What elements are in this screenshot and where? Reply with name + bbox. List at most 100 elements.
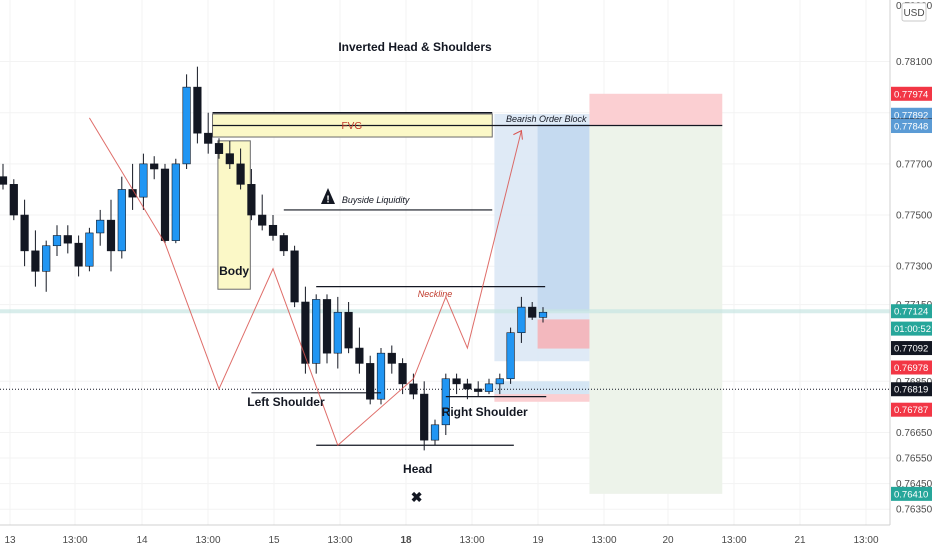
- candle-up: [484, 383, 494, 392]
- price-tags-layer: 0.779740.778920.778500.778480.7712401:00…: [891, 86, 932, 501]
- price-tag-label: 01:00:52: [894, 324, 931, 335]
- candle-up: [52, 235, 62, 247]
- x-tick-label: 21: [794, 535, 806, 546]
- candle-down: [398, 363, 407, 385]
- price-tag: [891, 304, 932, 319]
- fvg-label: FVG: [342, 121, 363, 132]
- candle-down: [20, 214, 29, 252]
- candle-down: [452, 378, 461, 385]
- candle-down: [279, 235, 288, 252]
- candle-down: [236, 163, 245, 185]
- price-tag: [891, 321, 932, 336]
- candle-up: [495, 378, 504, 385]
- candle-down: [160, 168, 170, 241]
- stop-strip-zone: [494, 394, 590, 402]
- candle-up: [117, 189, 126, 252]
- projection-arrowhead: [513, 129, 523, 140]
- x-tick-label: 13:00: [853, 535, 878, 546]
- body-label: Body: [219, 264, 249, 278]
- grid-lines: [0, 0, 890, 525]
- candle-down: [301, 301, 310, 364]
- candle-down: [344, 311, 353, 349]
- candle-down: [225, 153, 234, 165]
- candle-up: [42, 245, 51, 272]
- stop-loss-zone: [589, 93, 723, 126]
- price-tag-label: 0.77092: [894, 344, 928, 355]
- candle-down: [74, 242, 83, 267]
- candle-up: [96, 219, 105, 234]
- x-tick-label: 13: [4, 535, 16, 546]
- candle-down: [290, 250, 299, 303]
- candle-down: [258, 214, 267, 226]
- candles-layer[interactable]: [0, 66, 548, 451]
- candle-up: [441, 378, 450, 426]
- y-tick-label: 0.76550: [896, 454, 932, 465]
- candle-down: [247, 184, 256, 216]
- x-tick-label: 13:00: [721, 535, 746, 546]
- price-tag-label: 0.77974: [894, 89, 928, 100]
- candle-down: [268, 224, 278, 236]
- candle-down: [420, 393, 429, 441]
- price-tag: [891, 107, 932, 122]
- candle-down: [366, 363, 375, 400]
- candle-down: [387, 352, 396, 364]
- candle-up: [517, 306, 526, 334]
- cross-icon: ✖: [411, 489, 423, 505]
- short-risk-zone: [537, 319, 590, 349]
- candle-down: [9, 184, 18, 216]
- y-tick-label: 0.76450: [896, 479, 932, 490]
- candle-down: [106, 219, 116, 252]
- x-tick-label: 13:00: [195, 535, 220, 546]
- price-tag: [891, 119, 932, 134]
- candle-down: [214, 143, 224, 154]
- y-tick-label: 0.77300: [896, 262, 932, 273]
- price-tag-label: 0.76978: [894, 363, 928, 374]
- price-tag-label: 0.77848: [894, 122, 928, 133]
- price-tag: [891, 341, 932, 356]
- candle-down: [204, 132, 213, 144]
- bearish-order-block-label: Bearish Order Block: [506, 114, 587, 124]
- chart-title: Inverted Head & Shoulders: [338, 40, 492, 54]
- long-target-inner-zone: [537, 123, 590, 312]
- price-tag-label: 0.77124: [894, 307, 928, 318]
- x-tick-label: 19: [532, 535, 544, 546]
- candle-down: [474, 388, 483, 392]
- warning-icon-glyph: !: [326, 195, 329, 206]
- candle-up: [139, 163, 148, 198]
- x-tick-label: 13:00: [591, 535, 616, 546]
- x-tick-label: 14: [136, 535, 148, 546]
- x-tick-label: 13:00: [62, 535, 87, 546]
- y-tick-label: 0.76650: [896, 428, 932, 439]
- candle-up: [182, 86, 191, 165]
- candle-down: [528, 306, 537, 318]
- price-tag: [891, 360, 932, 375]
- x-tick-label: 13:00: [459, 535, 484, 546]
- price-tag-label: 0.76410: [894, 489, 928, 500]
- price-tag-label: 0.76787: [894, 405, 928, 416]
- candle-up: [171, 163, 180, 241]
- candle-down: [355, 347, 364, 364]
- candle-up: [538, 311, 548, 318]
- price-tag: [891, 86, 932, 101]
- left-shoulder-label: Left Shoulder: [247, 395, 325, 409]
- candle-down: [0, 176, 8, 185]
- candle-up: [430, 424, 440, 441]
- head-label: Head: [403, 462, 432, 476]
- right-shoulder-label: Right Shoulder: [442, 405, 528, 419]
- x-tick-label: 15: [268, 535, 280, 546]
- price-tag: [891, 486, 932, 501]
- price-tag: [891, 382, 932, 397]
- candle-down: [63, 235, 72, 244]
- x-tick-label: 13:00: [327, 535, 352, 546]
- annotation-zones: [0, 93, 890, 494]
- x-tick-label: 20: [662, 535, 674, 546]
- candle-up: [376, 352, 386, 400]
- candle-up: [506, 332, 515, 380]
- price-tag: [891, 402, 932, 417]
- candle-up: [333, 311, 342, 354]
- y-tick-label: 0.78100: [896, 57, 932, 68]
- body-zone: [217, 140, 251, 290]
